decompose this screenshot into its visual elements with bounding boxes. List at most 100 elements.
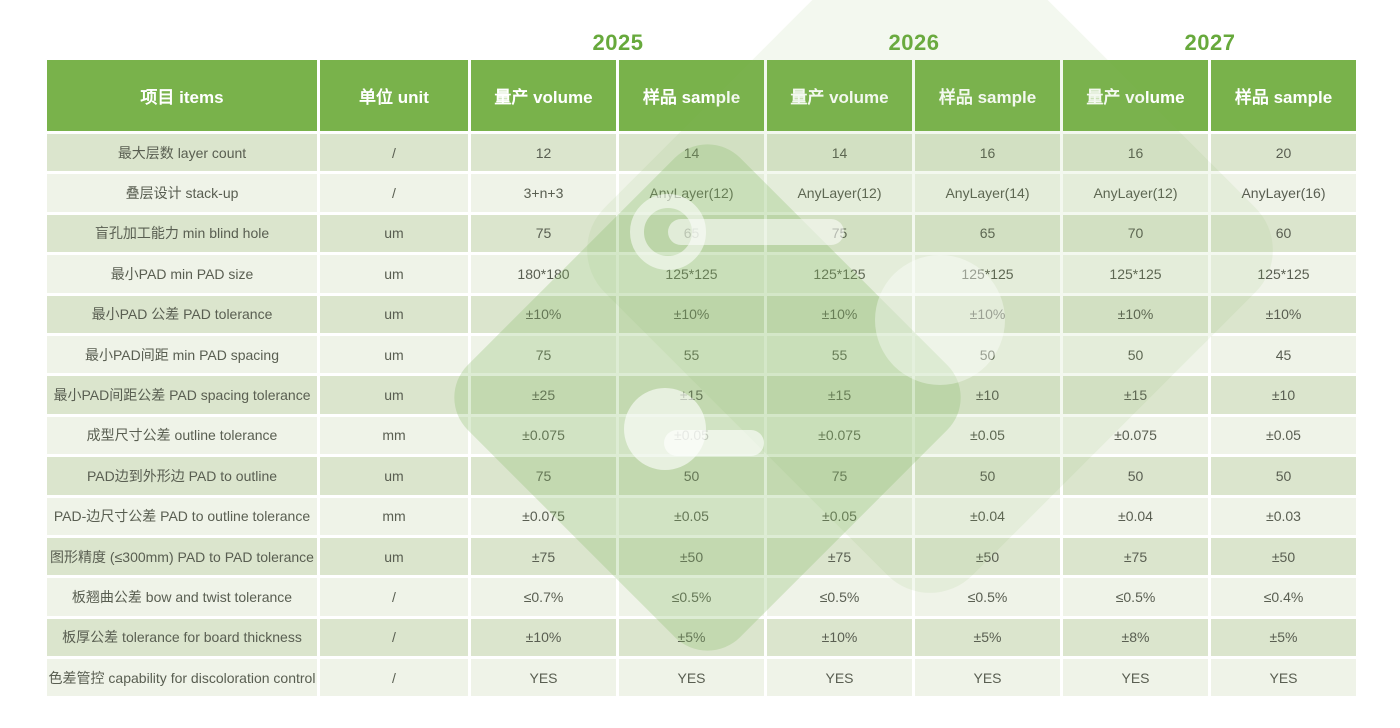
header-cell-y2025-sample: 样品 sample — [619, 60, 764, 131]
value-cell: 50 — [915, 457, 1060, 495]
unit-cell: um — [320, 457, 468, 495]
value-cell: 20 — [1211, 134, 1356, 172]
value-cell: YES — [1211, 659, 1356, 697]
value-cell: ≤0.5% — [915, 578, 1060, 616]
item-cell: 盲孔加工能力 min blind hole — [47, 214, 317, 253]
value-cell: AnyLayer(14) — [915, 174, 1060, 212]
value-cell: ±75 — [1063, 537, 1208, 576]
value-cell: AnyLayer(16) — [1211, 174, 1356, 212]
value-cell: ±8% — [1063, 618, 1208, 657]
value-cell: ±0.05 — [767, 497, 912, 535]
value-cell: 75 — [471, 214, 616, 253]
value-cell: AnyLayer(12) — [619, 174, 764, 212]
value-cell: 75 — [471, 335, 616, 374]
value-cell: 12 — [471, 134, 616, 172]
value-cell: 50 — [1211, 457, 1356, 495]
value-cell: ±50 — [619, 537, 764, 576]
unit-cell: / — [320, 134, 468, 172]
value-cell: ±10% — [471, 295, 616, 333]
unit-cell: um — [320, 376, 468, 414]
item-cell: 最小PAD间距公差 PAD spacing tolerance — [47, 376, 317, 414]
value-cell: ±75 — [471, 537, 616, 576]
value-cell: 75 — [767, 457, 912, 495]
unit-cell: / — [320, 618, 468, 657]
value-cell: ≤0.5% — [1063, 578, 1208, 616]
value-cell: ±0.04 — [1063, 497, 1208, 535]
unit-cell: mm — [320, 416, 468, 455]
value-cell: YES — [767, 659, 912, 697]
header-cell-items: 项目 items — [47, 60, 317, 131]
value-cell: 45 — [1211, 335, 1356, 374]
item-cell: 成型尺寸公差 outline tolerance — [47, 416, 317, 455]
value-cell: 3+n+3 — [471, 174, 616, 212]
header-cell-y2027-volume: 量产 volume — [1063, 60, 1208, 131]
value-cell: 50 — [619, 457, 764, 495]
unit-cell: mm — [320, 497, 468, 535]
value-cell: 70 — [1063, 214, 1208, 253]
value-cell: ±10% — [1063, 295, 1208, 333]
value-cell: 50 — [1063, 457, 1208, 495]
value-cell: ±75 — [767, 537, 912, 576]
value-cell: ±15 — [619, 376, 764, 414]
header-cell-y2026-sample: 样品 sample — [915, 60, 1060, 131]
value-cell: ±10 — [915, 376, 1060, 414]
value-cell: ≤0.5% — [619, 578, 764, 616]
item-cell: 色差管控 capability for discoloration contro… — [47, 659, 317, 697]
unit-cell: um — [320, 255, 468, 293]
value-cell: ±0.05 — [1211, 416, 1356, 455]
value-cell: ≤0.4% — [1211, 578, 1356, 616]
unit-cell: / — [320, 578, 468, 616]
value-cell: ±10% — [915, 295, 1060, 333]
value-cell: YES — [471, 659, 616, 697]
year-label-2026: 2026 — [888, 30, 940, 55]
value-cell: ±10% — [767, 295, 912, 333]
value-cell: ±0.075 — [471, 416, 616, 455]
item-cell: PAD边到外形边 PAD to outline — [47, 457, 317, 495]
value-cell: AnyLayer(12) — [767, 174, 912, 212]
capability-table: 项目 items 单位 unit 量产 volume 样品 sample 量产 volu… — [47, 60, 1356, 697]
value-cell: 50 — [1063, 335, 1208, 374]
header-cell-unit: 单位 unit — [320, 60, 468, 131]
unit-cell: um — [320, 295, 468, 333]
value-cell: ±0.05 — [619, 416, 764, 455]
value-cell: ±15 — [1063, 376, 1208, 414]
header-cell-y2025-volume: 量产 volume — [471, 60, 616, 131]
value-cell: ±0.075 — [1063, 416, 1208, 455]
value-cell: ±5% — [1211, 618, 1356, 657]
value-cell: 125*125 — [767, 255, 912, 293]
value-cell: 75 — [767, 214, 912, 253]
value-cell: YES — [619, 659, 764, 697]
value-cell: YES — [1063, 659, 1208, 697]
value-cell: 75 — [471, 457, 616, 495]
value-cell: 125*125 — [1211, 255, 1356, 293]
value-cell: 14 — [767, 134, 912, 172]
value-cell: 60 — [1211, 214, 1356, 253]
value-cell: ±50 — [915, 537, 1060, 576]
value-cell: 55 — [619, 335, 764, 374]
value-cell: 125*125 — [619, 255, 764, 293]
value-cell: 50 — [915, 335, 1060, 374]
value-cell: ±25 — [471, 376, 616, 414]
item-cell: 板翘曲公差 bow and twist tolerance — [47, 578, 317, 616]
unit-cell: um — [320, 335, 468, 374]
value-cell: ±0.03 — [1211, 497, 1356, 535]
value-cell: ≤0.7% — [471, 578, 616, 616]
value-cell: ±10% — [619, 295, 764, 333]
value-cell: 55 — [767, 335, 912, 374]
value-cell: ±0.04 — [915, 497, 1060, 535]
item-cell: 叠层设计 stack-up — [47, 174, 317, 212]
value-cell: ±0.05 — [915, 416, 1060, 455]
item-cell: PAD-边尺寸公差 PAD to outline tolerance — [47, 497, 317, 535]
item-cell: 最小PAD间距 min PAD spacing — [47, 335, 317, 374]
value-cell: ±5% — [619, 618, 764, 657]
item-cell: 图形精度 (≤300mm) PAD to PAD tolerance — [47, 537, 317, 576]
value-cell: 16 — [915, 134, 1060, 172]
value-cell: 14 — [619, 134, 764, 172]
value-cell: ±0.075 — [767, 416, 912, 455]
value-cell: ≤0.5% — [767, 578, 912, 616]
value-cell: YES — [915, 659, 1060, 697]
item-cell: 板厚公差 tolerance for board thickness — [47, 618, 317, 657]
year-label-2025: 2025 — [592, 30, 644, 55]
value-cell: AnyLayer(12) — [1063, 174, 1208, 212]
value-cell: 65 — [915, 214, 1060, 253]
